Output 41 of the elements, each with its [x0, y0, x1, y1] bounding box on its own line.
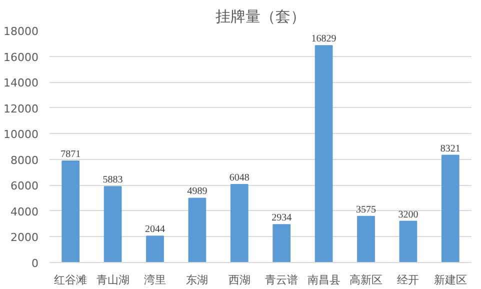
y-tick-label: 14000 [4, 76, 39, 90]
x-tick-label: 新建区 [434, 274, 467, 286]
bar [188, 198, 206, 262]
chart-title: 挂牌量（套） [216, 8, 306, 26]
y-tick-label: 18000 [4, 25, 39, 38]
y-tick-label: 4000 [10, 205, 39, 218]
x-tick-label: 高新区 [350, 274, 382, 286]
y-tick-label: 10000 [4, 128, 39, 142]
bar [314, 45, 333, 262]
bar [146, 236, 164, 262]
data-label: 2934 [272, 212, 292, 224]
y-tick-label: 6000 [10, 180, 39, 193]
data-label: 8321 [440, 143, 460, 154]
y-tick-label: 8000 [10, 154, 39, 167]
data-label: 4989 [187, 186, 208, 198]
x-tick-label: 西湖 [228, 274, 250, 286]
data-label: 2044 [145, 224, 165, 236]
bar [441, 154, 460, 262]
data-label: 6048 [229, 172, 250, 184]
x-tick-label: 东湖 [186, 274, 208, 286]
bar [104, 186, 122, 262]
data-label: 16829 [311, 34, 336, 45]
data-label: 3200 [398, 209, 418, 220]
bar [230, 184, 248, 262]
bar [272, 224, 291, 262]
x-tick-label: 经开 [397, 274, 420, 286]
x-tick-label: 湾里 [144, 274, 166, 286]
x-tick-label: 南昌县 [307, 274, 340, 286]
x-tick-label: 青云谱 [265, 274, 298, 286]
y-tick-label: 2000 [10, 231, 39, 244]
data-label: 7871 [60, 149, 81, 160]
data-label: 5883 [102, 174, 123, 186]
bar [357, 216, 375, 262]
y-tick-label: 16000 [4, 50, 39, 64]
y-tick-label: 0 [32, 257, 38, 270]
bar [399, 220, 418, 262]
x-tick-label: 青山湖 [96, 274, 130, 286]
data-label: 3575 [356, 204, 376, 216]
y-tick-label: 12000 [4, 102, 39, 116]
x-tick-label: 红谷滩 [54, 274, 88, 286]
bar [62, 160, 80, 262]
